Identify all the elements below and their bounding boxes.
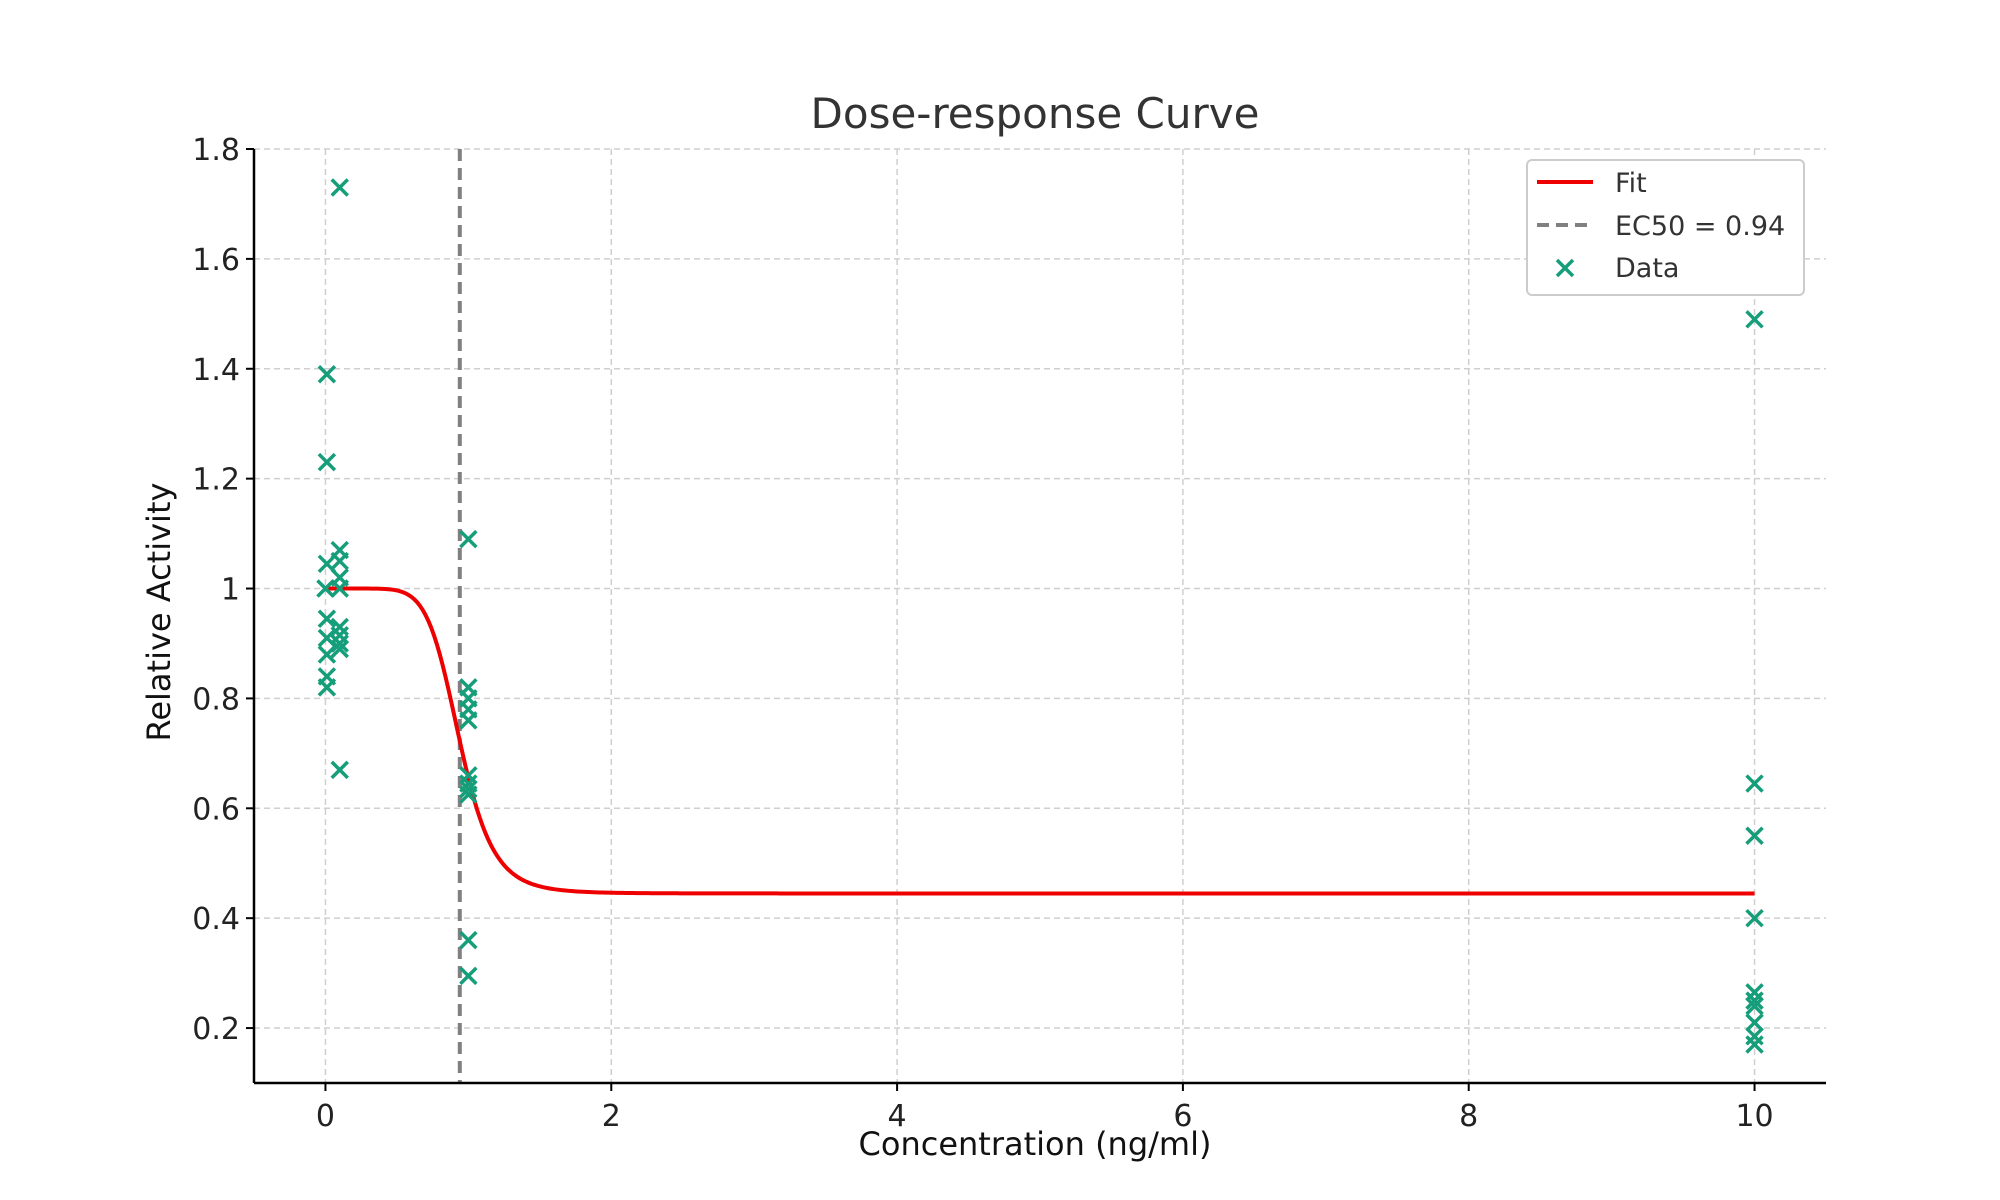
data-point (330, 760, 349, 780)
data-points (316, 178, 1764, 1054)
y-ticks: 0.2 0.4 0.6 0.8 1 1.2 1.4 1.6 1.8 (192, 133, 254, 1047)
data-point (459, 711, 478, 730)
data-point (330, 551, 349, 571)
legend: Fit EC50 = 0.94 Data (1526, 159, 1805, 296)
data-point (317, 365, 337, 384)
x-axis-label: Concentration (ng/ml) (859, 1125, 1212, 1163)
x-tick-label: 2 (602, 1099, 621, 1134)
data-point (1745, 908, 1764, 928)
data-point (1745, 983, 1764, 1002)
x-tick-label: 4 (888, 1099, 907, 1134)
data-point (1745, 826, 1764, 846)
data-point (459, 785, 478, 804)
data-point (459, 966, 478, 986)
data-point (459, 529, 478, 549)
data-point (330, 178, 349, 197)
axes (252, 149, 1826, 1085)
y-tick-label: 1 (221, 573, 240, 608)
data-point (330, 639, 349, 659)
chart-title: Dose-response Curve (811, 89, 1260, 138)
data-point (459, 930, 478, 950)
y-tick-label: 0.6 (192, 792, 240, 827)
y-tick-label: 1.2 (192, 463, 240, 498)
data-point (317, 678, 337, 697)
legend-data-x (1555, 258, 1575, 278)
data-point (330, 579, 349, 598)
data-point (1745, 1013, 1764, 1032)
y-tick-label: 0.2 (192, 1012, 240, 1047)
data-point (330, 625, 349, 645)
x-tick-label: 6 (1173, 1099, 1192, 1134)
y-tick-label: 0.4 (192, 902, 240, 937)
y-tick-label: 1.4 (192, 353, 240, 388)
x-tick-label: 10 (1735, 1099, 1773, 1134)
legend-data-marker (1555, 258, 1575, 278)
legend-data-label: Data (1615, 253, 1679, 284)
data-point (459, 779, 478, 799)
data-point (317, 609, 337, 628)
data-point (1745, 991, 1764, 1010)
x-ticks: 0 2 4 6 8 10 (316, 1083, 1774, 1134)
fit-curve (325, 586, 1755, 896)
y-tick-label: 0.8 (192, 682, 240, 717)
data-point (316, 579, 335, 598)
data-point (1745, 996, 1764, 1016)
legend-ec50-label: EC50 = 0.94 (1615, 211, 1785, 242)
data-point (317, 452, 337, 472)
legend-fit-label: Fit (1615, 168, 1647, 199)
data-point (1745, 1035, 1764, 1054)
x-tick-label: 8 (1459, 1099, 1478, 1134)
y-tick-label: 1.6 (192, 243, 240, 278)
fit-layer (325, 586, 1755, 896)
data-point (1745, 774, 1764, 793)
y-axis-label: Relative Activity (140, 483, 178, 742)
x-tick-label: 0 (316, 1099, 335, 1134)
y-tick-label: 1.8 (192, 133, 240, 168)
legend-box (1526, 159, 1805, 296)
data-point (330, 634, 349, 653)
data-point (1745, 310, 1764, 329)
